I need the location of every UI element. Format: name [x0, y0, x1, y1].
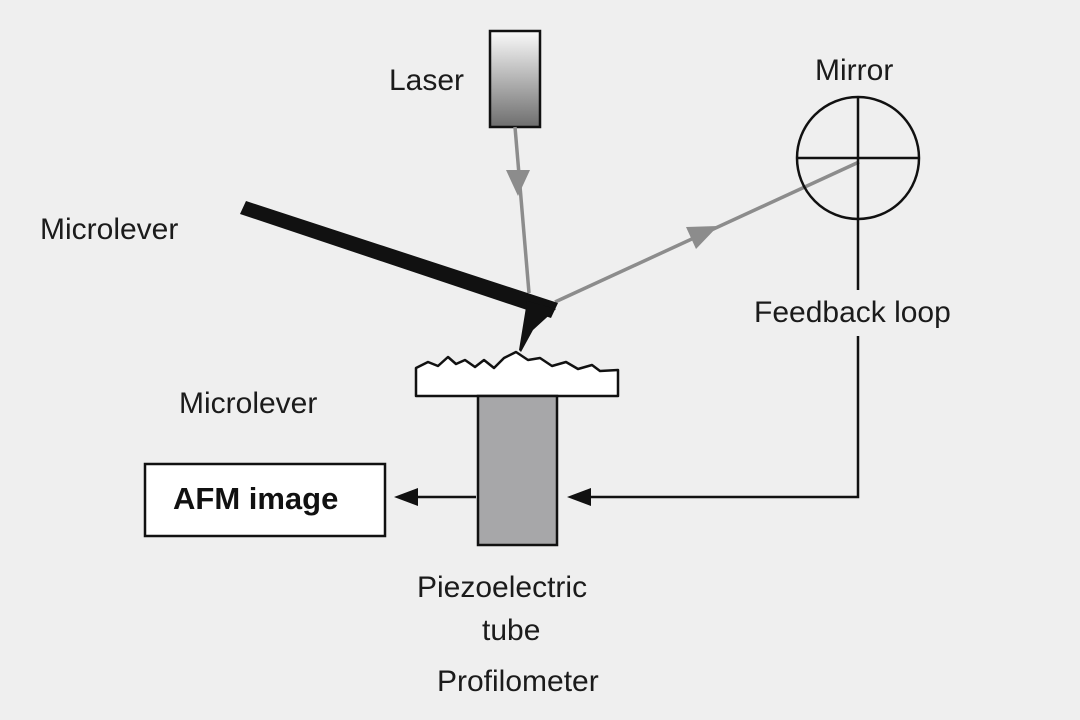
profilometer-label: Profilometer: [437, 665, 599, 698]
incident-beam: [506, 126, 531, 294]
feedback-loop-line: [567, 219, 860, 506]
cantilever: [240, 201, 558, 352]
reflected-beam: [554, 160, 860, 304]
laser-source: [488, 29, 542, 129]
afm-image-label: AFM image: [173, 481, 338, 516]
cantilever-tip: [519, 301, 556, 352]
mirror-label: Mirror: [815, 54, 893, 87]
beam-arrow-right: [686, 226, 718, 249]
piezoelectric-tube: [476, 394, 559, 547]
piezo-label-line2: tube: [482, 614, 540, 647]
output-arrow: [394, 488, 476, 506]
feedback-arrow: [567, 488, 591, 506]
microlever-label-bottom: Microlever: [179, 387, 317, 420]
mirror: [795, 95, 921, 221]
feedback-loop-label: Feedback loop: [754, 296, 951, 329]
microlever-label-top: Microlever: [40, 213, 178, 246]
beam-arrow-down: [506, 170, 530, 196]
piezo-label-line1: Piezoelectric: [417, 571, 587, 604]
sample-surface: [414, 350, 620, 398]
laser-label: Laser: [389, 64, 464, 97]
afm-image-box: [143, 462, 387, 538]
